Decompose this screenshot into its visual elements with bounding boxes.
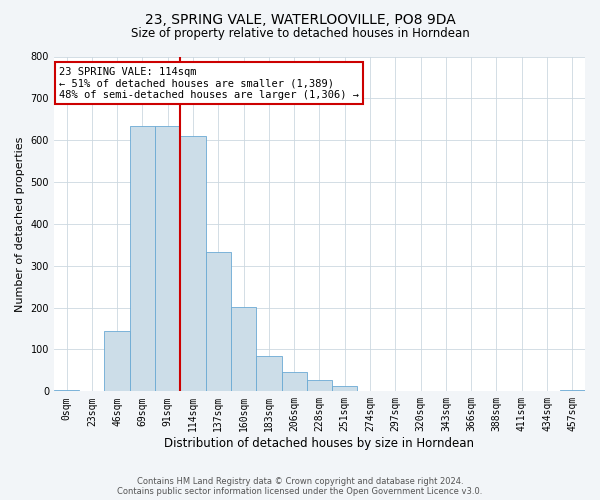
Bar [104,330,130,392]
Bar [155,126,181,392]
Bar [181,136,206,392]
Bar [307,380,332,392]
Bar [560,390,585,392]
Text: Size of property relative to detached houses in Horndean: Size of property relative to detached ho… [131,28,469,40]
X-axis label: Distribution of detached houses by size in Horndean: Distribution of detached houses by size … [164,437,475,450]
Bar [206,252,231,392]
Text: 23 SPRING VALE: 114sqm
← 51% of detached houses are smaller (1,389)
48% of semi-: 23 SPRING VALE: 114sqm ← 51% of detached… [59,66,359,100]
Bar [54,390,79,392]
Bar [130,126,155,392]
Bar [281,372,307,392]
Text: Contains HM Land Registry data © Crown copyright and database right 2024.
Contai: Contains HM Land Registry data © Crown c… [118,476,482,496]
Text: 23, SPRING VALE, WATERLOOVILLE, PO8 9DA: 23, SPRING VALE, WATERLOOVILLE, PO8 9DA [145,12,455,26]
Bar [231,307,256,392]
Bar [332,386,358,392]
Y-axis label: Number of detached properties: Number of detached properties [15,136,25,312]
Bar [256,356,281,392]
